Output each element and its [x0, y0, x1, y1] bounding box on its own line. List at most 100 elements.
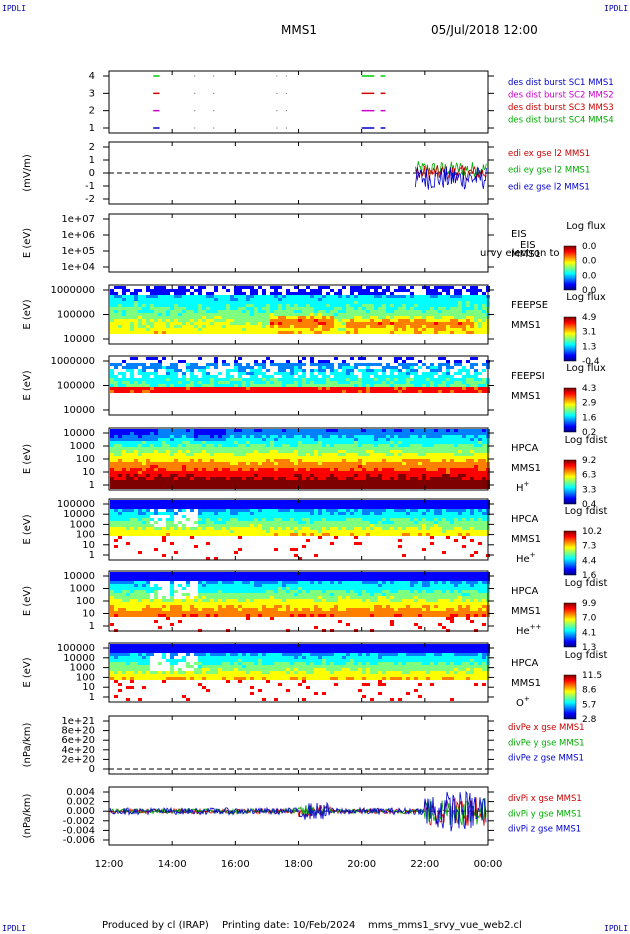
panel-feepse-ytick-label: 100000: [57, 310, 95, 321]
panel-edi-ytick-label: 2: [89, 142, 95, 153]
panel-burst-legend-entry: des dist burst SC1 MMS1: [508, 78, 614, 88]
time-axis-tick-label: 14:00: [158, 859, 187, 870]
panel-divpe-ytick-label: 8e+20: [61, 726, 95, 737]
panel-hpca_hepp-ytick-label: 10000: [63, 571, 95, 582]
panel-burst-legend-entry: des dist burst SC3 MMS3: [508, 103, 614, 113]
panel-hpca_h-ylabel: E (eV): [22, 444, 33, 474]
panel-feepse-colorbar-tick: 4.9: [582, 313, 597, 323]
panel-feepse-ytick-label: 10000: [63, 334, 95, 345]
panel-divpe-frame: [108, 715, 489, 775]
corner-label-top-left: IPDLI: [2, 4, 27, 13]
panel-hpca_h-charge-label: +: [524, 480, 530, 488]
panel-divpi-ytick-label: -0.004: [63, 825, 95, 836]
panel-eis-ytick-label: 1e+06: [61, 230, 95, 241]
panel-hpca_o-ylabel: E (eV): [22, 657, 33, 687]
panel-hpca_o-colorbar: [563, 674, 577, 720]
panel-hpca_o-instrument-label: HPCA: [511, 658, 539, 669]
page-datetime: 05/Jul/2018 12:00: [431, 23, 538, 37]
panel-feepsi-colorbar-title: Log flux: [566, 363, 606, 374]
panel-hpca_o-colorbar-tick: 5.7: [582, 700, 596, 710]
panel-hpca_hepp-colorbar-tick: 4.1: [582, 628, 596, 638]
panel-eis-spacecraft-label: MMS1: [511, 249, 541, 260]
panel-hpca_hepp-ytick-label: 10: [82, 609, 95, 620]
panel-burst-burst-dot: [194, 110, 196, 112]
panel-hpca_h-colorbar-tick: 6.3: [582, 471, 596, 481]
panel-divpi-series-line: [109, 798, 487, 826]
panel-burst-frame: [108, 70, 489, 134]
panel-hpca_o-colorbar-tick: 8.6: [582, 686, 597, 696]
panel-burst-burst-dot: [285, 92, 287, 94]
time-axis-tick-label: 12:00: [95, 859, 124, 870]
panel-hpca_hepp-colorbar-tick: 1.3: [582, 643, 596, 653]
panel-hpca_hepp-colorbar: [563, 602, 577, 648]
panel-hpca_hepp-spacecraft-label: MMS1: [511, 606, 541, 617]
panel-burst-burst-dot: [285, 110, 287, 112]
panel-feepsi-colorbar: [563, 387, 577, 433]
panel-hpca_hepp-charge-label: ++: [530, 623, 542, 631]
panel-hpca_he-spacecraft-label: MMS1: [511, 534, 541, 545]
panel-hpca_hepp-colorbar-title: Log fdist: [565, 578, 608, 589]
panel-divpe-legend-entry: divPe x gse MMS1: [508, 723, 585, 733]
panel-divpi-series-line: [109, 790, 487, 832]
panel-eis-eis-label: EIS: [520, 240, 536, 251]
panel-divpi-ytick-label: 0.002: [66, 797, 95, 808]
panel-burst-ytick-label: 1: [89, 123, 95, 134]
panel-hpca_h-instrument-label: HPCA: [511, 443, 539, 454]
panel-burst-burst-dot: [194, 127, 196, 129]
panel-hpca_he-charge-label: +: [530, 551, 536, 559]
panel-burst-burst-dot: [213, 75, 215, 77]
panel-burst-ytick-label: 4: [89, 71, 95, 82]
panel-eis-instrument-label: EIS: [511, 229, 527, 240]
panel-hpca_h-colorbar: [563, 459, 577, 505]
panel-eis-overlay-label: urvy electron to: [480, 248, 560, 259]
footer-script-name: mms_mms1_srvy_vue_web2.cl: [368, 920, 522, 931]
panel-hpca_he-species-label: He+: [516, 551, 536, 565]
panel-feepsi-ytick-label: 100000: [57, 381, 95, 392]
panel-feepse-spacecraft-label: MMS1: [511, 320, 541, 331]
panel-edi-series-line: [414, 166, 487, 190]
panel-hpca_he-colorbar-title: Log fdist: [565, 506, 608, 517]
panel-feepse-colorbar: [563, 316, 577, 362]
panel-hpca_hepp-spectrogram: [110, 572, 490, 632]
panel-burst-burst-dot: [194, 75, 196, 77]
panel-hpca_he-colorbar-tick: 7.3: [582, 542, 596, 552]
panel-burst-burst-dot: [276, 110, 278, 112]
time-axis-tick-label: 18:00: [284, 859, 313, 870]
panel-burst-legend-entry: des dist burst SC2 MMS2: [508, 91, 614, 101]
panel-hpca_o-ytick-label: 10000: [63, 653, 95, 664]
panel-burst-ytick-label: 2: [89, 106, 95, 117]
panel-hpca_o-colorbar-title: Log fdist: [565, 650, 608, 661]
panel-eis-ylabel: E (eV): [22, 228, 33, 258]
panel-burst-burst-dot: [276, 92, 278, 94]
panel-divpe-ytick-label: 6e+20: [61, 735, 95, 746]
panel-eis-colorbar: [563, 245, 577, 291]
panel-hpca_h-spectrogram: [110, 429, 490, 489]
panel-divpe-ylabel: (nPa/km): [22, 723, 33, 768]
panel-burst-burst-dot: [213, 127, 215, 129]
panel-divpi-ytick-label: 0.004: [66, 787, 95, 798]
panel-edi-ylabel: (mV/m): [22, 154, 33, 192]
panel-feepsi-instrument-label: FEEPSI: [511, 371, 545, 382]
panel-hpca_o-ytick-label: 100000: [57, 643, 95, 654]
panel-edi-ytick-label: -1: [85, 181, 95, 192]
panel-hpca_he-colorbar-tick: 10.2: [582, 527, 602, 537]
panel-eis-ytick-label: 1e+05: [61, 246, 95, 257]
panel-hpca_h-colorbar-tick: 9.2: [582, 456, 596, 466]
panel-hpca_o-ytick-label: 1: [89, 692, 95, 703]
time-axis-tick-label: 00:00: [474, 859, 503, 870]
panel-hpca_h-colorbar-tick: 0.4: [582, 500, 597, 510]
panel-burst-burst-dot: [276, 75, 278, 77]
panel-edi-legend-entry: edi ex gse l2 MMS1: [508, 149, 590, 159]
panel-hpca_h-ytick-label: 1000: [70, 441, 95, 452]
corner-label-bottom-right: IPDLI: [604, 924, 629, 933]
panel-eis-colorbar-tick: 0.0: [582, 271, 597, 281]
panel-burst-ytick-label: 3: [89, 88, 95, 99]
panel-hpca_hepp-colorbar-tick: 7.0: [582, 614, 597, 624]
panel-hpca_he-colorbar-tick: 4.4: [582, 556, 597, 566]
corner-label-bottom-left: IPDLI: [2, 924, 27, 933]
panel-hpca_h-ytick-label: 10: [82, 467, 95, 478]
panel-hpca_o-colorbar-tick: 11.5: [582, 671, 602, 681]
panel-edi-ytick-label: 0: [89, 168, 95, 179]
panel-hpca_h-colorbar-title: Log fdist: [565, 435, 608, 446]
